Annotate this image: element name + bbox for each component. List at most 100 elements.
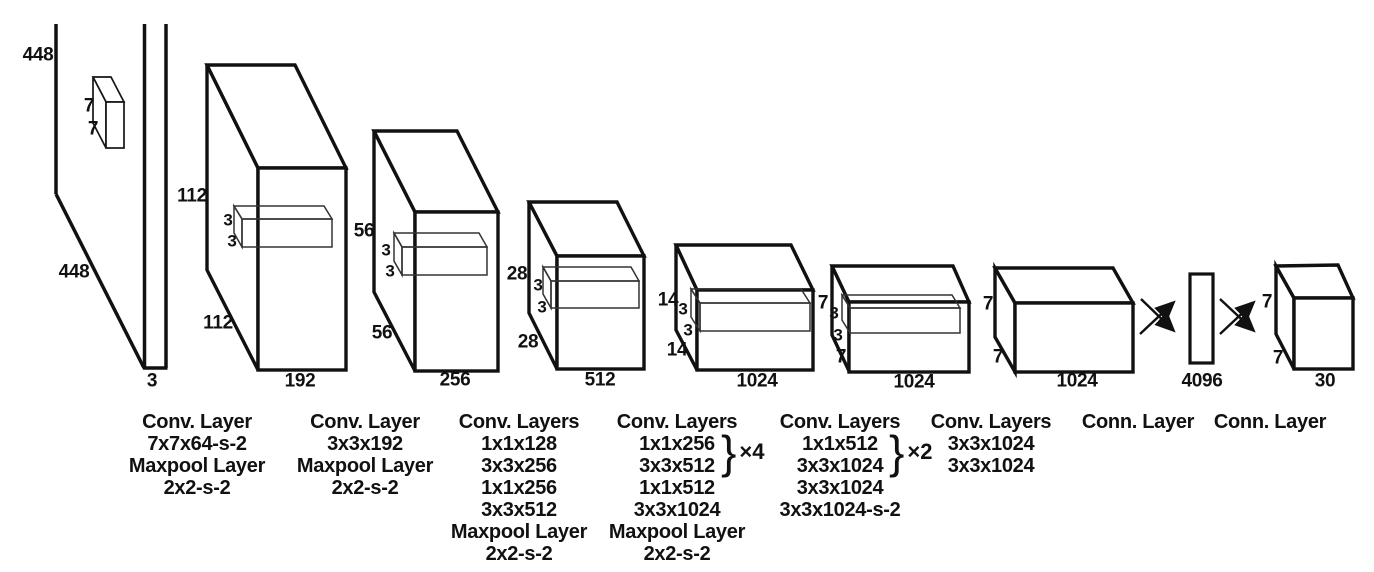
layer-line: 3x3x1024 (796, 477, 884, 499)
conv5-side-label: 7 (835, 346, 847, 368)
output-tensor-box (1273, 259, 1356, 371)
layer-line: 7x7x64-s-2 (147, 433, 247, 455)
layer-column-conn1: Conn. Layer (1043, 411, 1233, 433)
layer-line: 3x3x512 (639, 455, 715, 477)
conv2-kernel-h-label: 3 (381, 240, 391, 260)
layer-line: 2x2-s-2 (485, 543, 553, 565)
layer-line: Maxpool Layer (608, 521, 746, 543)
arrow-up-right (1219, 300, 1256, 335)
box-top-face (673, 243, 816, 292)
layer-column-title: Conv. Layers (458, 411, 580, 433)
layer-line: 1x1x256 (639, 433, 715, 455)
conv6-height-label: 7 (982, 293, 994, 315)
conv1-side-label: 112 (203, 312, 233, 334)
kernel-front-face (699, 302, 811, 332)
layer-column-title: Conv. Layers (616, 411, 738, 433)
brace-glyph: } (889, 426, 905, 478)
conv4-side-label: 14 (666, 339, 688, 361)
layer-column-conv3: Conv. Layers 1x1x128 3x3x256 1x1x256 3x3… (424, 411, 614, 565)
brace-glyph: } (721, 426, 737, 478)
conv5-kernel-h-label: 3 (829, 303, 839, 323)
conv2-side-label: 56 (371, 322, 393, 344)
conv5-output-box (829, 264, 972, 374)
layer-line: 3x3x1024 (796, 455, 884, 477)
conv3-kernel-h-label: 3 (533, 275, 543, 295)
repeat-multiplier: ×4 (739, 439, 765, 464)
conv1-kernel-h-label: 3 (223, 210, 233, 230)
layer-line: 2x2-s-2 (331, 477, 399, 499)
kernel-front-face (105, 101, 125, 149)
layer-line: 3x3x1024 (947, 433, 1035, 455)
layer-column-title: Conv. Layer (310, 411, 420, 433)
conv4-depth-label: 1024 (736, 370, 778, 392)
conv3-depth-label: 512 (584, 369, 616, 391)
box-front-face (1292, 296, 1355, 371)
layer-column-conv2: Conv. Layer 3x3x192 Maxpool Layer 2x2-s-… (270, 411, 460, 499)
layer-column-conv6: Conv. Layers 3x3x1024 3x3x1024 (896, 411, 1086, 477)
repeat-brace-x2: } ×2 (889, 426, 933, 478)
conv1-depth-label: 192 (284, 370, 316, 392)
conv5-height-label: 7 (817, 292, 829, 314)
input-width-label: 448 (58, 261, 90, 283)
conv3-output-box (526, 200, 647, 371)
input-kernel-slab (91, 76, 126, 149)
layer-line: 3x3x1024 (947, 455, 1035, 477)
output-connection-arrows (1219, 298, 1256, 335)
layer-column-conn2: Conn. Layer (1175, 411, 1365, 433)
layer-column-title: Conv. Layers (779, 411, 901, 433)
conv5-kernel-w-label: 3 (833, 325, 843, 345)
input-kernel-w-label: 7 (87, 118, 99, 140)
input-kernel-h-label: 7 (83, 95, 95, 117)
kernel-front-face (401, 246, 488, 276)
box-front-face (413, 210, 500, 373)
fc1-vector-slab (1188, 272, 1215, 365)
conv2-depth-label: 256 (439, 369, 471, 391)
input-bottom-edge (54, 193, 146, 369)
conv4-kernel-w-label: 3 (683, 320, 693, 340)
conv4-height-label: 14 (657, 289, 679, 311)
layer-column-title: Conv. Layer (142, 411, 252, 433)
arrow-down-right (1140, 298, 1176, 333)
conv1-output-box (204, 63, 349, 372)
box-front-face (847, 300, 971, 374)
conv4-output-box (673, 243, 816, 372)
layer-line: 2x2-s-2 (643, 543, 711, 565)
conv3-height-label: 28 (506, 263, 528, 285)
conv5-depth-label: 1024 (893, 371, 935, 393)
layer-column-conv5: Conv. Layers 1x1x512 3x3x1024 3x3x1024 3… (745, 411, 935, 521)
layer-line: Maxpool Layer (296, 455, 434, 477)
box-front-face (555, 254, 646, 371)
repeat-multiplier: ×2 (907, 439, 933, 464)
output-height-label: 7 (1261, 291, 1273, 313)
layer-line: 3x3x192 (327, 433, 403, 455)
fc1-units-label: 4096 (1181, 370, 1223, 392)
box-front-face (1013, 301, 1135, 374)
conv3-side-label: 28 (517, 331, 539, 353)
conv1-kernel-w-label: 3 (227, 231, 237, 251)
layer-column-title: Conn. Layer (1213, 411, 1327, 433)
output-depth-label: 30 (1314, 370, 1336, 392)
input-image-plane (54, 24, 168, 370)
input-height-label: 448 (22, 44, 54, 66)
layer-column-conv1: Conv. Layer 7x7x64-s-2 Maxpool Layer 2x2… (102, 411, 292, 499)
fc1-connection-arrows (1139, 298, 1176, 335)
layer-line: 1x1x256 (481, 477, 557, 499)
box-front-face (695, 288, 815, 372)
output-side-label: 7 (1272, 347, 1284, 369)
layer-line: Maxpool Layer (450, 521, 588, 543)
conv3-kernel-w-label: 3 (537, 297, 547, 317)
repeat-brace-x4: } ×4 (721, 426, 765, 478)
box-front-face (256, 166, 348, 372)
layer-line: 2x2-s-2 (163, 477, 231, 499)
input-depth-label: 3 (146, 370, 158, 392)
conv2-kernel-w-label: 3 (385, 261, 395, 281)
layer-line: 3x3x512 (481, 499, 557, 521)
kernel-front-face (241, 218, 333, 248)
conv4-kernel-h-label: 3 (678, 299, 688, 319)
layer-column-title: Conv. Layers (930, 411, 1052, 433)
layer-line: 1x1x512 (802, 433, 878, 455)
box-top-face (829, 264, 972, 304)
arrow-down-right (1219, 298, 1256, 333)
